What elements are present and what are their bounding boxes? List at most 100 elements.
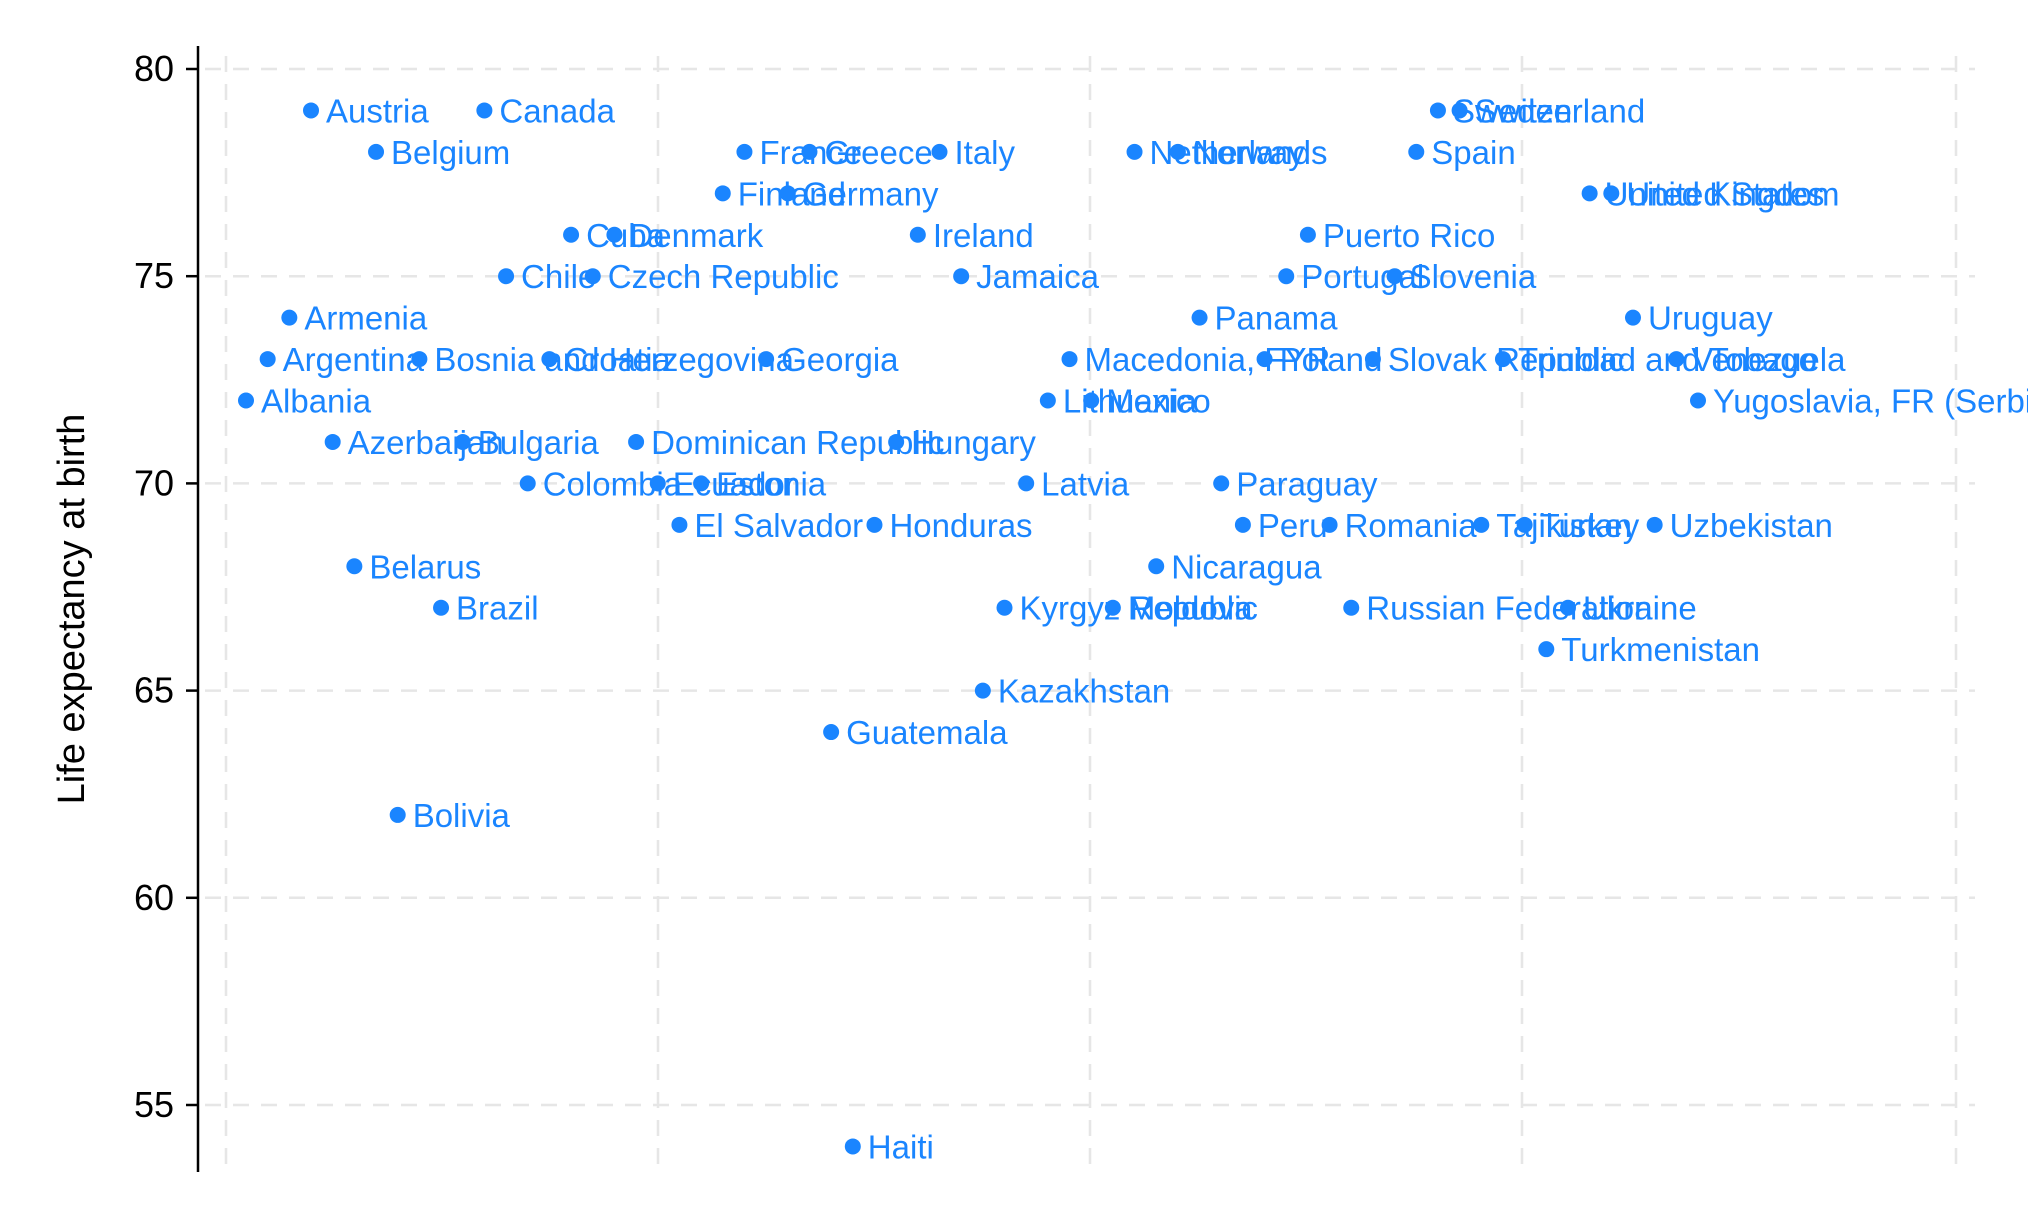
point-label: United States [1626,175,1824,212]
point-label: United Kingdom [1605,175,1840,212]
data-point [1083,392,1100,409]
points-layer: Albania Argentina Armenia Austria Azerbaijan… [238,92,2028,1165]
point-label: Chile [521,258,596,295]
data-point [671,516,688,533]
point-label: Spain [1431,134,1515,171]
data-point [303,102,320,119]
point-label: Switzerland [1475,92,1646,129]
point-label: Sweden [1453,92,1572,129]
data-point [1668,351,1685,368]
data-point [324,433,341,450]
data-point [584,268,601,285]
point-label: Austria [326,92,429,129]
point-label: Nicaragua [1171,548,1322,585]
data-point [519,475,536,492]
data-point [368,143,385,160]
point-label: Armenia [304,300,428,337]
data-point [1581,185,1598,202]
data-point [1061,351,1078,368]
point-label: El Salvador [694,507,863,544]
data-point [1213,475,1230,492]
data-point [1299,226,1316,243]
point-label: Argentina [283,341,425,378]
point-label: Ukraine [1583,590,1697,627]
point-label: Uzbekistan [1670,507,1833,544]
data-point [389,806,406,823]
data-point [714,185,731,202]
data-point [606,226,623,243]
data-point [1538,641,1555,658]
data-point [1516,516,1533,533]
data-point [736,143,753,160]
point-label: Estonia [716,465,827,502]
data-point [649,475,666,492]
data-point [974,682,991,699]
data-point [476,102,493,119]
data-point [909,226,926,243]
grid-layer [205,56,1975,1172]
data-point [844,1138,861,1155]
data-point [1429,102,1446,119]
data-point [953,268,970,285]
point-label: Guatemala [846,714,1008,751]
data-point [1559,599,1576,616]
point-label: Belarus [369,548,481,585]
data-point [1624,309,1641,326]
point-label: Canada [499,92,615,129]
data-point [628,433,645,450]
point-label: Mexico [1106,383,1211,420]
point-label: Bolivia [413,797,511,834]
data-point [866,516,883,533]
point-label: Paraguay [1236,465,1378,502]
point-label: Haiti [868,1128,934,1165]
point-label: Turkmenistan [1561,631,1760,668]
y-tick-label-65: 65 [134,670,174,711]
point-label: Ireland [933,217,1034,254]
point-label: Yugoslavia, FR (Serbia/Montenegro) [1713,383,2028,420]
data-point [1494,351,1511,368]
point-label: Brazil [456,590,539,627]
point-label: Kazakhstan [998,673,1170,710]
data-point [541,351,558,368]
y-tick-label-60: 60 [134,877,174,918]
point-label: Italy [954,134,1015,171]
point-label: Portugal [1301,258,1424,295]
data-point [1256,351,1273,368]
point-label: Puerto Rico [1323,217,1495,254]
data-point [1451,102,1468,119]
point-label: Uruguay [1648,300,1773,337]
data-point [1278,268,1295,285]
point-label: Russian Federation [1366,590,1652,627]
data-point [454,433,471,450]
point-label: Greece [824,134,932,171]
point-label: Slovenia [1410,258,1537,295]
data-point [433,599,450,616]
data-point [758,351,775,368]
data-point [498,268,515,285]
data-point [1690,392,1706,409]
point-label: Jamaica [976,258,1100,295]
point-label: Czech Republic [608,258,839,295]
data-point [281,309,298,326]
data-point [996,599,1013,616]
data-point [1018,475,1035,492]
data-point [1343,599,1360,616]
data-point [1603,185,1620,202]
data-point [1191,309,1208,326]
y-axis-ticks: 55 60 65 70 75 80 [134,48,198,1125]
data-point [259,351,276,368]
point-label: Bosnia and Herzegovina [434,341,794,378]
data-point [346,558,363,575]
data-point [693,475,710,492]
y-tick-label-70: 70 [134,462,174,503]
point-label: Romania [1345,507,1478,544]
data-point [888,433,905,450]
point-label: Azerbaijan [348,424,504,461]
data-point [1386,268,1403,285]
data-point [411,351,428,368]
point-label: Georgia [781,341,899,378]
data-point [779,185,796,202]
point-label: Croatia [564,341,671,378]
data-point [1148,558,1165,575]
